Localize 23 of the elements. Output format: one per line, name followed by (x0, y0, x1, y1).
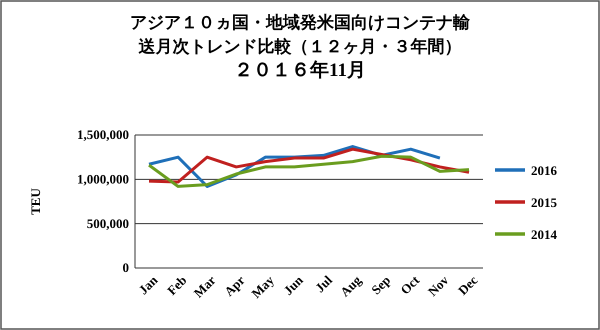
legend-label: 2016 (531, 163, 558, 178)
x-tick-label: Nov (424, 272, 452, 299)
x-tick-label: Dec (455, 272, 481, 298)
legend-label: 2014 (531, 227, 558, 242)
x-tick-label: Feb (164, 272, 190, 298)
y-tick-label: 0 (122, 260, 129, 276)
x-tick-label: Jan (136, 272, 161, 298)
x-tick-label: Jun (280, 272, 306, 298)
chart-subtitle: ２０１６年11月 (234, 60, 366, 81)
y-axis-title: TEU (28, 188, 43, 215)
x-tick-label: Oct (397, 272, 423, 298)
y-tick-label: 1,500,000 (77, 127, 129, 142)
x-tick-label: Aug (337, 272, 364, 300)
chart-title: アジア１０ヵ国・地域発米国向けコンテナ輸送月次トレンド比較（１２ヶ月・３年間） (130, 13, 471, 56)
x-tick-label: Apr (221, 272, 248, 299)
y-tick-label: 500,000 (86, 216, 129, 231)
x-tick-label: Sep (368, 272, 394, 298)
y-tick-label: 1,000,000 (77, 171, 129, 186)
legend-label: 2015 (531, 195, 558, 210)
x-tick-label: Mar (190, 272, 219, 300)
line-series (148, 154, 470, 188)
x-tick-label: Jul (312, 272, 336, 296)
x-tick-label: May (248, 272, 278, 302)
